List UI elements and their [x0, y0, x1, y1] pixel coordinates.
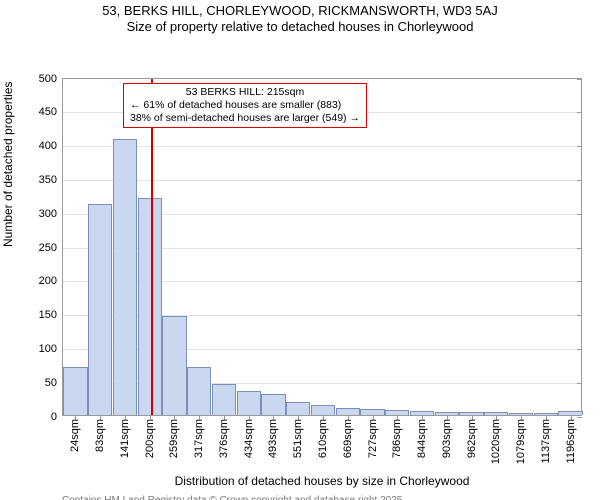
y-tick-label: 150 — [39, 309, 57, 321]
title-main: 53, BERKS HILL, CHORLEYWOOD, RICKMANSWOR… — [0, 3, 600, 19]
y-tick-label: 0 — [51, 411, 57, 423]
x-tick-label: 434sqm — [243, 415, 255, 458]
x-tick-label: 844sqm — [416, 415, 428, 458]
y-tick-mark — [577, 315, 582, 316]
x-tick-label: 317sqm — [193, 415, 205, 458]
y-tick-label: 400 — [39, 140, 57, 152]
x-tick-label: 669sqm — [342, 415, 354, 458]
bars — [63, 79, 581, 415]
x-tick-label: 1020sqm — [490, 415, 502, 464]
annotation-line2: ← 61% of detached houses are smaller (88… — [130, 99, 360, 112]
x-tick-label: 903sqm — [441, 415, 453, 458]
bar — [212, 384, 236, 414]
y-tick-mark — [577, 180, 582, 181]
plot-area: 53 BERKS HILL: 215sqm ← 61% of detached … — [62, 78, 582, 416]
bar — [311, 405, 335, 414]
y-tick-label: 100 — [39, 343, 57, 355]
bar — [162, 316, 186, 414]
bar — [336, 408, 360, 415]
y-tick-label: 450 — [39, 106, 57, 118]
y-tick-mark — [577, 383, 582, 384]
x-tick-label: 83sqm — [94, 415, 106, 452]
bar — [237, 391, 261, 415]
y-axis-label: Number of detached properties — [1, 81, 15, 246]
y-tick-label: 500 — [39, 73, 57, 85]
reference-line — [151, 79, 153, 415]
y-tick-label: 350 — [39, 174, 57, 186]
chart-titles: 53, BERKS HILL, CHORLEYWOOD, RICKMANSWOR… — [0, 0, 600, 36]
y-tick-mark — [577, 349, 582, 350]
y-tick-mark — [577, 248, 582, 249]
title-sub: Size of property relative to detached ho… — [0, 19, 600, 35]
y-tick-mark — [577, 112, 582, 113]
bar — [138, 198, 162, 414]
y-tick-mark — [577, 146, 582, 147]
bar — [187, 367, 211, 414]
x-tick-label: 727sqm — [367, 415, 379, 458]
x-tick-label: 786sqm — [391, 415, 403, 458]
x-tick-label: 259sqm — [168, 415, 180, 458]
bar — [88, 204, 112, 415]
x-tick-label: 141sqm — [119, 415, 131, 458]
y-tick-mark — [577, 214, 582, 215]
x-tick-label: 1137sqm — [540, 415, 552, 463]
y-tick-mark — [577, 417, 582, 418]
y-tick-label: 250 — [39, 242, 57, 254]
x-tick-label: 962sqm — [466, 415, 478, 458]
footer-line1: Contains HM Land Registry data © Crown c… — [62, 494, 444, 500]
x-tick-label: 1079sqm — [515, 415, 527, 464]
y-tick-mark — [577, 281, 582, 282]
annotation-box: 53 BERKS HILL: 215sqm ← 61% of detached … — [123, 83, 367, 128]
x-tick-label: 610sqm — [317, 415, 329, 458]
bar — [63, 367, 87, 414]
x-tick-label: 1196sqm — [565, 415, 577, 463]
footer-attribution: Contains HM Land Registry data © Crown c… — [62, 494, 444, 500]
y-tick-label: 50 — [45, 377, 57, 389]
x-tick-label: 200sqm — [144, 415, 156, 458]
x-tick-label: 493sqm — [267, 415, 279, 458]
x-tick-label: 551sqm — [292, 415, 304, 458]
annotation-line3: 38% of semi-detached houses are larger (… — [130, 112, 360, 125]
bar — [113, 139, 137, 414]
x-tick-label: 24sqm — [69, 415, 81, 452]
bar — [261, 394, 285, 414]
bar — [286, 402, 310, 414]
x-tick-label: 376sqm — [218, 415, 230, 458]
y-tick-label: 200 — [39, 275, 57, 287]
y-tick-mark — [577, 79, 582, 80]
annotation-line1: 53 BERKS HILL: 215sqm — [130, 86, 360, 99]
x-axis-label: Distribution of detached houses by size … — [62, 474, 582, 488]
y-tick-label: 300 — [39, 208, 57, 220]
